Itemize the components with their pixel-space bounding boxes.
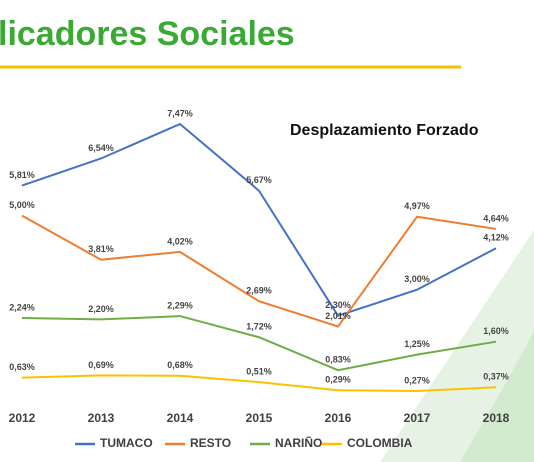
data-label: 4,02% [167, 236, 193, 246]
legend-label: COLOMBIA [347, 436, 413, 450]
x-tick-label: 2015 [246, 411, 273, 425]
legend-label: TUMACO [100, 436, 153, 450]
data-label: 7,47% [167, 108, 193, 118]
data-label: 2,69% [246, 286, 272, 296]
data-label: 2,29% [167, 300, 193, 310]
data-label: 0,37% [483, 372, 509, 382]
x-tick-label: 2016 [325, 411, 352, 425]
line [21, 374, 497, 393]
data-label: 3,00% [404, 274, 430, 284]
chart-title: Desplazamiento Forzado [290, 122, 479, 139]
line [21, 214, 497, 328]
legend-label: NARIÑO [275, 435, 322, 450]
data-label: 0,69% [88, 360, 114, 370]
data-label: 5,81% [9, 170, 35, 180]
data-label: 4,64% [483, 213, 509, 223]
data-label: 0,27% [404, 375, 430, 385]
data-label: 1,25% [404, 339, 430, 349]
x-tick-label: 2012 [9, 411, 36, 425]
title: licadores Sociales [0, 15, 295, 53]
data-label: 0,63% [9, 362, 35, 372]
line [21, 122, 497, 317]
legend-label: RESTO [190, 436, 231, 450]
data-label: 2,24% [9, 302, 35, 312]
data-label: 5,00% [9, 200, 35, 210]
plot: 2012 2013 2014 2015 2016 2017 2018 5,81% 6,54% 7,… [9, 108, 510, 450]
line [21, 315, 497, 372]
data-label: 0,29% [325, 375, 351, 385]
data-label: 5,67% [246, 175, 272, 185]
x-tick-label: 2014 [167, 411, 194, 425]
x-tick-label: 2013 [88, 411, 115, 425]
data-label: 4,12% [483, 233, 509, 243]
data-label: 0,68% [167, 360, 193, 370]
data-label: 1,60% [483, 326, 509, 336]
data-label: 6,54% [88, 143, 114, 153]
data-label: 2,20% [88, 304, 114, 314]
x-tick-label: 2018 [483, 411, 510, 425]
decoration [460, 330, 534, 462]
data-label: 4,97% [404, 201, 430, 211]
data-label: 0,51% [246, 366, 272, 376]
data-label: 3,81% [88, 244, 114, 254]
x-tick-label: 2017 [404, 411, 431, 425]
data-label: 0,83% [325, 355, 351, 365]
data-label: 1,72% [246, 322, 272, 332]
data-label: 2,30% [325, 300, 351, 310]
data-label: 2,01% [325, 311, 351, 321]
